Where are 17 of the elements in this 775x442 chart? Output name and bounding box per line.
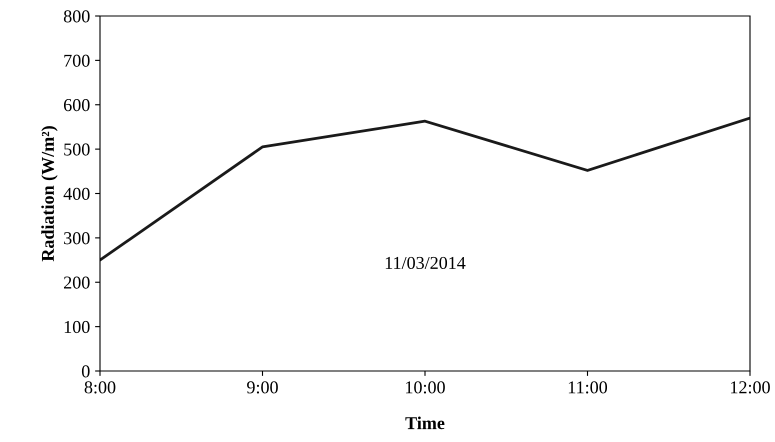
x-tick-label: 8:00	[84, 381, 116, 394]
y-tick-label: 600	[64, 99, 90, 112]
y-tick-label: 700	[64, 54, 90, 67]
y-tick-label: 200	[64, 276, 90, 289]
y-tick-label: 800	[64, 10, 90, 22]
annotation: 11/03/2014	[386, 256, 466, 270]
x-tick-label: 9:00	[247, 381, 278, 394]
x-axis-title: Time	[405, 416, 444, 430]
y-tick-label: 100	[64, 320, 90, 334]
y-tick-label: 400	[64, 188, 90, 200]
x-tick-label: 12:00	[731, 381, 770, 394]
y-axis-title: Radiation (W/m²)	[41, 126, 58, 262]
x-tick-label: 10:00	[406, 381, 445, 394]
y-tick-label: 500	[64, 143, 90, 156]
y-tick-label: 0	[82, 365, 90, 378]
y-tick-label: 300	[64, 232, 90, 244]
x-tick-label: 11:00	[568, 381, 608, 394]
